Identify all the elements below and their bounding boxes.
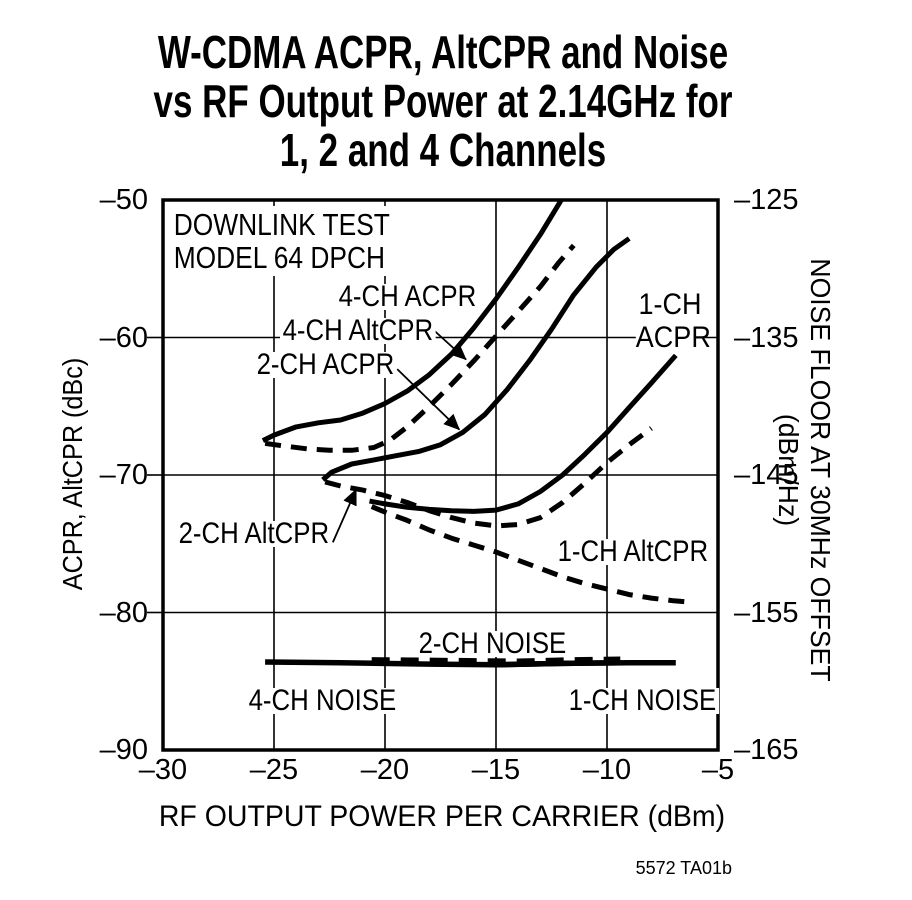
figure-title: W-CDMA ACPR, AltCPR and Noise vs RF Outp… — [106, 28, 779, 175]
series-label-1ch-noise: 1-CH NOISE — [566, 686, 719, 716]
series-path-ch2-acpr — [321, 236, 631, 482]
series-path-ch2-noise — [371, 656, 621, 665]
y-right-tick-label--125: –125 — [734, 184, 799, 216]
figure-title-line3: 1, 2 and 4 Channels — [279, 124, 607, 176]
series-label-4ch-noise: 4-CH NOISE — [246, 686, 399, 716]
x-tick-label--30: –30 — [138, 754, 188, 786]
x-axis-title: RF OUTPUT POWER PER CARRIER (dBm) — [158, 800, 726, 833]
test-condition-note: DOWNLINK TEST MODEL 64 DPCH — [172, 206, 399, 276]
y-right-tick-label--145: –145 — [734, 459, 799, 491]
series-path-ch2-altcpr — [324, 426, 653, 529]
series-path-ch1-acpr — [369, 353, 678, 514]
x-tick-label--5: –5 — [701, 754, 735, 786]
series-label-2ch-altcpr: 2-CH AltCPR — [176, 519, 332, 549]
figure-title-line2: vs RF Output Power at 2.14GHz for — [153, 75, 733, 127]
x-tick-label--15: –15 — [471, 754, 521, 786]
series-path-ch1-altcpr — [370, 504, 692, 605]
y-left-tick-label--70: –70 — [99, 459, 148, 491]
y-right-tick-label--135: –135 — [734, 321, 799, 354]
series-path-ch4-acpr — [261, 200, 565, 443]
arrow-to-2ch-altcpr — [332, 488, 357, 543]
y-left-tick-label--80: –80 — [99, 596, 148, 629]
series-label-4ch-altcpr: 4-CH AltCPR — [280, 316, 436, 346]
annotation-arrows — [332, 328, 467, 543]
series-label-1ch-acpr-line2: ACPR — [635, 321, 711, 354]
series-label-2ch-noise: 2-CH NOISE — [416, 629, 569, 659]
y-right-tick-label--165: –165 — [734, 734, 799, 766]
series-label-1ch-altcpr: 1-CH AltCPR — [555, 537, 711, 567]
plot-border — [161, 198, 720, 752]
series-label-1ch-acpr-line1: 1-CH — [638, 288, 702, 321]
x-tick-label--10: –10 — [582, 754, 632, 786]
y-left-tick-label--60: –60 — [99, 321, 148, 354]
y-left-tick-label--90: –90 — [99, 734, 148, 766]
test-condition-line2: MODEL 64 DPCH — [173, 240, 386, 275]
series-path-ch1-noise — [495, 659, 676, 668]
arrow-to-4ch-altcpr — [432, 328, 467, 361]
figure-title-line1: W-CDMA ACPR, AltCPR and Noise — [157, 26, 729, 78]
series-label-1ch-acpr: 1-CH ACPR — [635, 288, 711, 354]
x-tick-label--20: –20 — [360, 754, 410, 786]
y-left-tick-label--50: –50 — [99, 184, 148, 216]
series-label-4ch-acpr: 4-CH ACPR — [336, 282, 479, 312]
y-right-tick-label--155: –155 — [734, 596, 799, 629]
test-condition-line1: DOWNLINK TEST — [173, 207, 390, 242]
series-label-2ch-acpr: 2-CH ACPR — [254, 350, 397, 380]
figure-code-caption: 5572 TA01b — [635, 858, 732, 878]
series-curves — [261, 200, 692, 668]
x-tick-label--25: –25 — [249, 754, 299, 786]
series-path-ch4-altcpr — [264, 243, 576, 453]
arrow-to-2ch-acpr — [396, 368, 461, 431]
